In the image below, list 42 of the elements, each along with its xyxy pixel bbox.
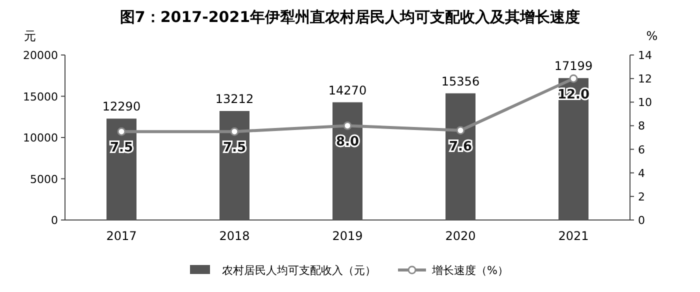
point xyxy=(456,126,465,135)
data-label: 14270 xyxy=(328,83,367,98)
y2-tick-label: 14 xyxy=(638,49,652,62)
y2-axis-title: % xyxy=(646,29,658,43)
bar xyxy=(332,102,362,220)
data-label: 13212 xyxy=(215,92,254,106)
y2-tick-label: 6 xyxy=(638,143,645,156)
data-label: 7.6 xyxy=(448,139,472,154)
y2-tick-label: 0 xyxy=(638,214,645,227)
data-label: 8.0 xyxy=(336,134,360,150)
x-tick-label: 2020 xyxy=(445,229,476,243)
bar xyxy=(558,78,588,220)
point xyxy=(230,127,239,136)
legend-label: 增长速度（%） xyxy=(431,264,508,277)
chart-title: 图7：2017-2021年伊犁州直农村居民人均可支配收入及其增长速度 xyxy=(120,8,580,26)
data-label: 12290 xyxy=(102,100,141,114)
y-tick-label: 5000 xyxy=(30,172,58,186)
legend-label: 农村居民人均可支配收入（元） xyxy=(222,264,376,277)
x-tick-label: 2021 xyxy=(558,229,589,243)
y2-tick-label: 10 xyxy=(638,96,652,110)
y2-tick-label: 2 xyxy=(638,190,645,204)
y-tick-label: 0 xyxy=(51,214,58,227)
point xyxy=(569,74,578,83)
data-label: 7.5 xyxy=(222,140,246,156)
y2-tick-label: 12 xyxy=(638,72,652,86)
y-tick-label: 15000 xyxy=(23,90,58,104)
y-axis-title: 元 xyxy=(24,29,36,43)
x-tick-label: 2018 xyxy=(219,229,250,243)
y2-tick-label: 4 xyxy=(638,166,645,180)
x-tick-label: 2019 xyxy=(332,229,363,243)
bar xyxy=(446,93,476,220)
y2-tick-label: 8 xyxy=(638,120,645,133)
data-label: 7.5 xyxy=(110,140,134,156)
x-tick-label: 2017 xyxy=(106,229,137,243)
data-label: 17199 xyxy=(554,59,593,74)
point xyxy=(117,127,126,136)
data-label: 15356 xyxy=(441,74,480,88)
y-tick-label: 10000 xyxy=(23,132,58,144)
bar xyxy=(220,111,250,220)
y-tick-label: 20000 xyxy=(23,49,58,62)
bar xyxy=(106,118,136,220)
point xyxy=(343,121,352,130)
